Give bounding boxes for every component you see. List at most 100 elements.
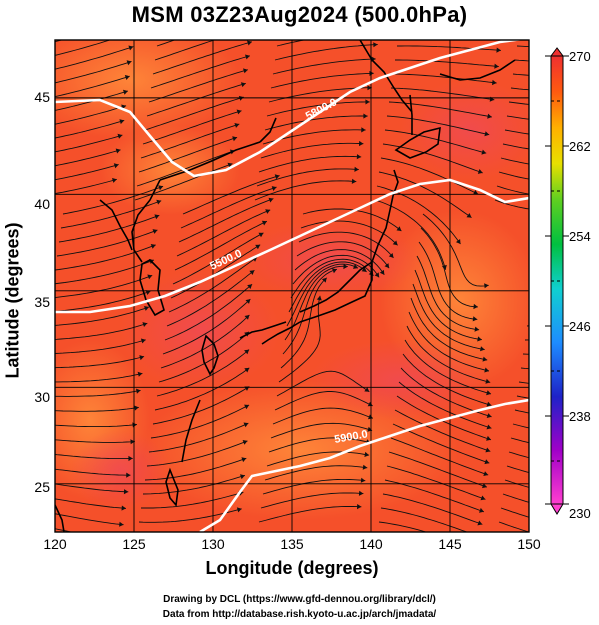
streamline-arrowhead bbox=[244, 367, 250, 373]
streamline bbox=[55, 149, 121, 167]
streamline bbox=[154, 40, 216, 61]
streamline-arrowhead bbox=[232, 136, 238, 142]
streamline bbox=[280, 277, 328, 369]
streamline bbox=[510, 87, 529, 91]
streamline-arrowhead bbox=[486, 413, 492, 418]
streamline bbox=[55, 40, 112, 56]
streamline bbox=[256, 168, 359, 187]
streamline-arrowhead bbox=[365, 99, 370, 105]
streamline-arrowhead bbox=[245, 299, 251, 304]
colorbar-tick-label: 270 bbox=[569, 49, 591, 64]
streamline bbox=[55, 339, 146, 354]
streamline-arrowhead bbox=[265, 209, 271, 214]
x-axis-label: Longitude (degrees) bbox=[205, 558, 379, 578]
streamline bbox=[418, 241, 478, 320]
streamline-arrowhead bbox=[268, 197, 274, 203]
streamline bbox=[288, 261, 367, 313]
streamline-arrowhead bbox=[274, 174, 280, 180]
streamline-arrowhead bbox=[261, 220, 267, 226]
streamline-arrowhead bbox=[479, 507, 484, 513]
streamline-arrowhead bbox=[477, 169, 483, 174]
streamline-arrowhead bbox=[496, 47, 501, 53]
streamline bbox=[260, 142, 364, 159]
streamline-arrowhead bbox=[473, 189, 479, 195]
streamline bbox=[152, 41, 253, 75]
streamline bbox=[392, 73, 497, 84]
streamline bbox=[148, 69, 248, 103]
streamline-arrowhead bbox=[396, 226, 402, 231]
streamline-arrowhead bbox=[353, 264, 358, 269]
streamline-arrowhead bbox=[482, 356, 488, 362]
streamline-arrowhead bbox=[117, 538, 122, 543]
streamline bbox=[402, 353, 492, 406]
streamline-arrowhead bbox=[316, 295, 322, 301]
streamline bbox=[55, 389, 141, 397]
streamline bbox=[55, 322, 148, 340]
streamline bbox=[508, 101, 529, 105]
y-axis-label: Latitude (degrees) bbox=[2, 222, 23, 379]
streamline-arrowhead bbox=[128, 45, 134, 51]
streamline bbox=[55, 178, 117, 195]
streamline-arrowhead bbox=[140, 338, 146, 344]
streamline-arrowhead bbox=[251, 12, 256, 17]
streamline-arrowhead bbox=[112, 178, 117, 183]
streamline-arrowhead bbox=[351, 178, 357, 184]
streamline bbox=[380, 507, 468, 532]
y-tick-label: 45 bbox=[34, 89, 50, 105]
streamline bbox=[541, 220, 599, 229]
streamline bbox=[406, 325, 491, 383]
streamline bbox=[55, 90, 129, 111]
streamline-arrowhead bbox=[234, 123, 240, 128]
streamline bbox=[146, 82, 246, 117]
streamline-arrowhead bbox=[480, 495, 486, 501]
streamline bbox=[270, 422, 373, 439]
streamline bbox=[138, 136, 238, 173]
streamline-arrowhead bbox=[374, 272, 380, 278]
streamline bbox=[55, 119, 125, 139]
x-tick-label: 120 bbox=[43, 536, 67, 552]
colorbar-tick-label: 238 bbox=[569, 409, 591, 424]
streamline-arrowhead bbox=[379, 269, 385, 275]
streamline bbox=[286, 263, 359, 327]
streamline bbox=[162, 298, 251, 355]
streamline-arrowhead bbox=[236, 109, 242, 115]
streamline bbox=[154, 367, 250, 411]
streamline bbox=[176, 209, 271, 257]
streamline bbox=[384, 129, 487, 154]
streamline bbox=[156, 349, 250, 397]
streamline bbox=[264, 465, 368, 481]
streamline-arrowhead bbox=[369, 70, 374, 76]
streamline-arrowhead bbox=[354, 166, 359, 172]
x-tick-labels: 120 125 130 135 140 145 150 bbox=[43, 536, 541, 552]
streamline bbox=[55, 424, 137, 428]
streamline bbox=[386, 465, 486, 500]
streamline-arrowhead bbox=[388, 253, 394, 258]
streamline-arrowhead bbox=[364, 451, 370, 457]
streamline bbox=[498, 171, 529, 180]
streamline bbox=[272, 407, 374, 425]
coastline bbox=[55, 40, 516, 532]
streamline-arrowhead bbox=[474, 326, 480, 332]
x-tick-label: 150 bbox=[517, 536, 541, 552]
height-contours bbox=[55, 40, 529, 532]
streamline-arrowhead bbox=[494, 63, 499, 69]
streamline-arrowhead bbox=[145, 290, 151, 295]
streamline bbox=[404, 339, 492, 395]
streamline-arrowhead bbox=[132, 16, 137, 21]
streamline bbox=[388, 451, 488, 488]
streamline bbox=[266, 101, 370, 117]
streamline bbox=[272, 58, 376, 75]
streamline-arrowhead bbox=[227, 162, 233, 168]
streamline-arrowhead bbox=[119, 521, 124, 527]
streamline bbox=[382, 493, 483, 525]
streamline bbox=[168, 256, 258, 313]
streamline bbox=[390, 437, 489, 476]
streamline bbox=[55, 105, 127, 125]
streamline bbox=[296, 241, 390, 269]
streamline bbox=[290, 258, 374, 299]
streamline bbox=[148, 422, 249, 453]
streamline-arrowhead bbox=[241, 457, 247, 463]
streamline-arrowhead bbox=[466, 213, 472, 218]
streamline-arrowhead bbox=[367, 85, 372, 91]
streamline-arrowhead bbox=[144, 306, 149, 311]
